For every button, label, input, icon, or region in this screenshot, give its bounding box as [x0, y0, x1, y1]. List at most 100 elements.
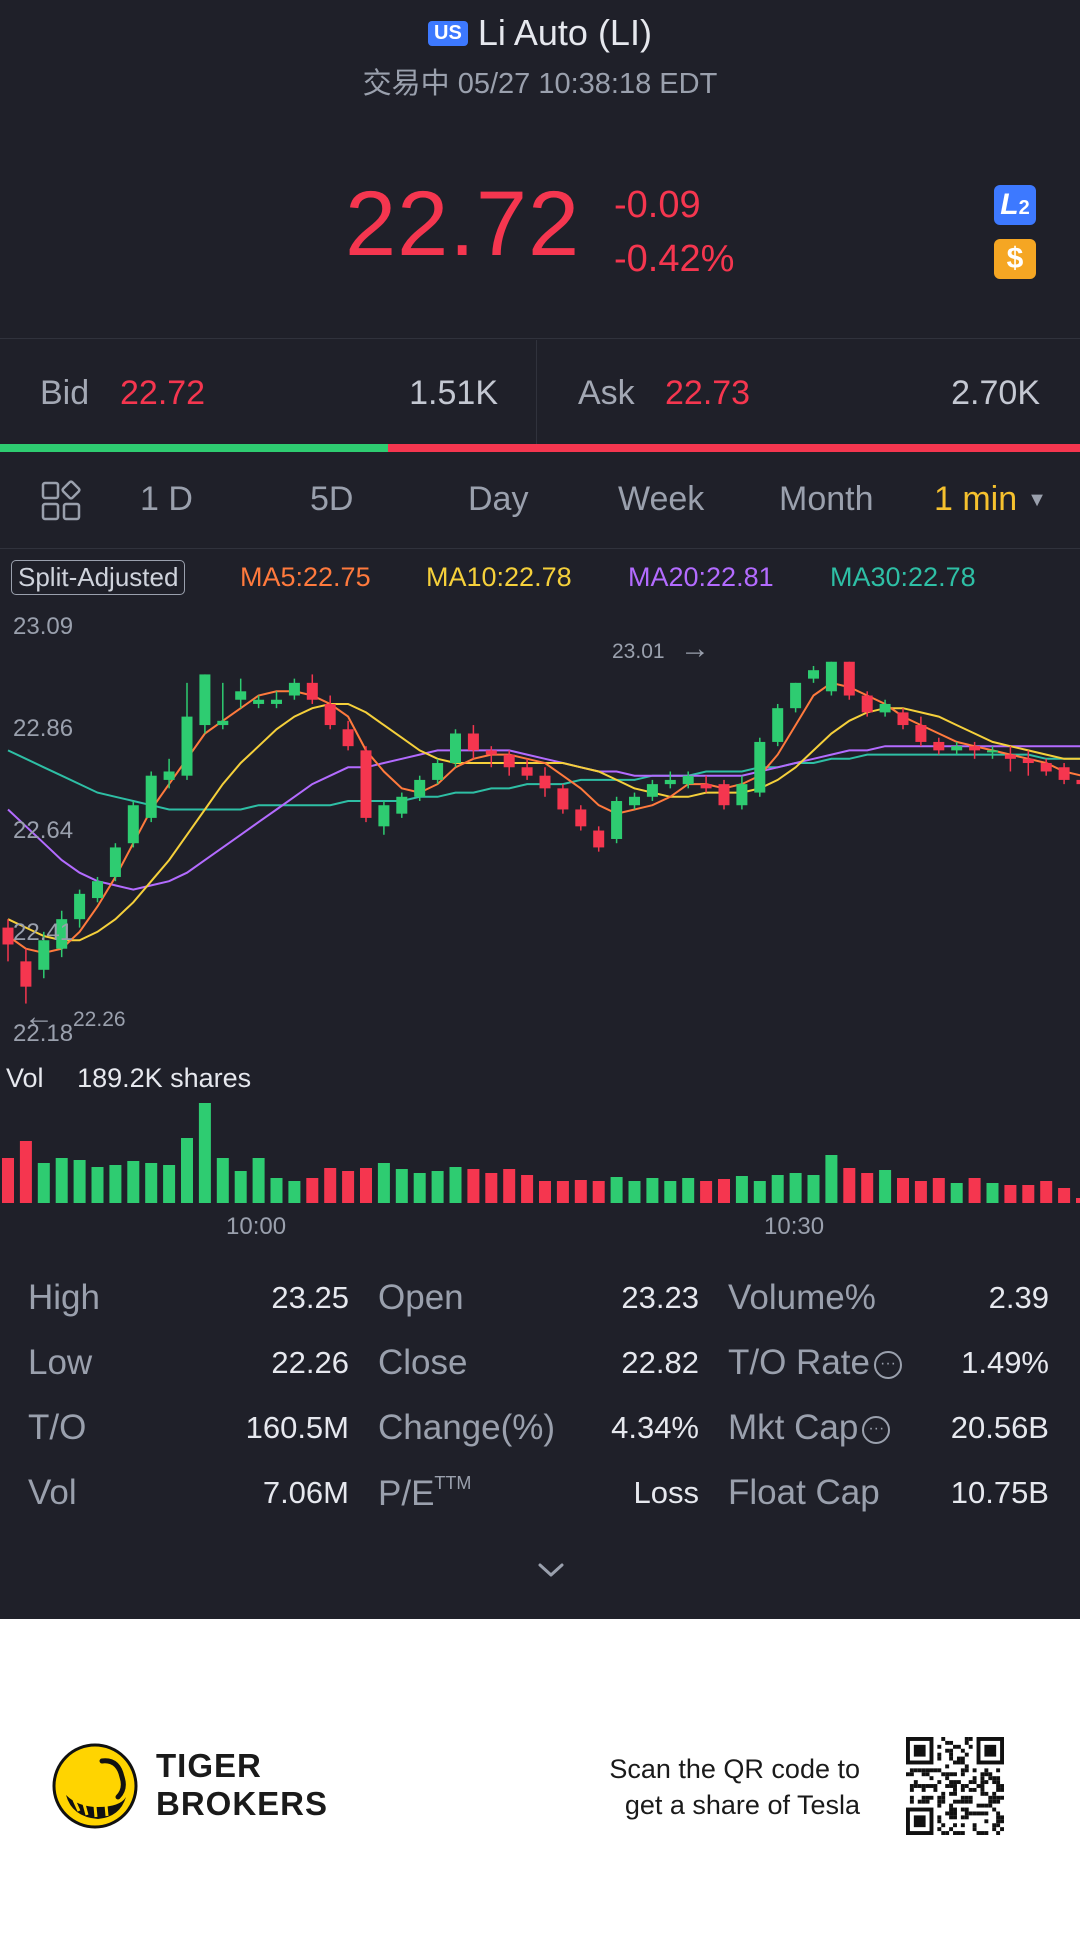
volume-bar — [574, 1180, 587, 1203]
tab-1-min-label: 1 min — [934, 480, 1018, 518]
volume-bar — [879, 1170, 892, 1203]
stock-name: Li Auto (LI) — [477, 12, 652, 53]
tab-day[interactable]: Day — [468, 480, 529, 518]
tab-month[interactable]: Month — [779, 480, 874, 518]
candle-body — [682, 775, 694, 785]
candle-body — [736, 784, 748, 806]
volume-bar — [932, 1178, 945, 1203]
ma30-value: MA30:22.78 — [830, 562, 976, 592]
candle-body — [217, 720, 229, 726]
volume-bar — [306, 1178, 319, 1203]
candle-body — [288, 682, 300, 696]
tab-5d[interactable]: 5D — [310, 480, 354, 518]
candle-body — [1040, 763, 1052, 772]
candle-body — [109, 847, 121, 877]
volume-bar — [753, 1181, 766, 1203]
candle-body — [521, 767, 533, 776]
last-price: 22.72 — [345, 173, 581, 275]
volume-chart — [2, 1103, 1080, 1203]
tiger-logo-icon — [52, 1743, 138, 1829]
candle-body — [861, 695, 873, 713]
volume-bar — [19, 1141, 32, 1203]
volume-bar — [467, 1169, 480, 1203]
grid-icon[interactable] — [40, 480, 82, 522]
trading-status: 交易中 05/27 10:38:18 EDT — [362, 68, 718, 100]
volume-bar — [503, 1169, 516, 1203]
volume-bar — [145, 1163, 158, 1203]
caret-down-icon: ▼ — [1027, 489, 1047, 511]
ma5-value: MA5:22.75 — [240, 562, 371, 592]
y-tick-label: 22.64 — [13, 817, 74, 844]
stat-value-turnover: 160.5M — [245, 1410, 349, 1445]
tab-1d[interactable]: 1 D — [140, 480, 193, 518]
chevron-down-icon[interactable] — [536, 1560, 566, 1580]
candlestick-chart[interactable] — [0, 600, 1080, 1040]
stat-label-to-rate: T/O Rate ··· — [728, 1343, 902, 1383]
change-percent: -0.42% — [614, 238, 735, 280]
candle-body — [306, 682, 318, 700]
brand-line: TIGER — [156, 1747, 262, 1784]
candle-body — [593, 830, 605, 848]
candle-body — [503, 754, 515, 768]
bid-size: 1.51K — [409, 374, 498, 412]
candle-body — [485, 750, 497, 755]
volume-bar — [610, 1177, 623, 1203]
candle-body — [772, 708, 784, 742]
candle-body — [253, 699, 265, 704]
candle-body — [718, 784, 730, 806]
bid-ask-divider — [536, 340, 537, 444]
stat-value-float-cap: 10.75B — [950, 1475, 1049, 1510]
dollar-icon[interactable]: $ — [994, 239, 1036, 279]
candle-body — [754, 741, 766, 793]
stat-value-high: 23.25 — [271, 1280, 349, 1315]
volume-bar — [592, 1181, 605, 1203]
arrow-left-icon: ← — [24, 1000, 54, 1033]
volume-bar — [556, 1181, 569, 1203]
tab-1-min[interactable]: 1 min ▼ — [934, 480, 1047, 519]
candle-body — [56, 919, 68, 949]
volume-bar — [1058, 1188, 1071, 1203]
bid-ask-panel: Bid 22.72 1.51K Ask 22.73 2.70K — [0, 338, 1080, 444]
candle-body — [808, 670, 819, 679]
stat-label-low: Low — [28, 1343, 93, 1382]
divider — [0, 338, 1080, 339]
volume-bar — [825, 1155, 838, 1203]
info-icon[interactable]: ··· — [862, 1416, 891, 1444]
candle-body — [414, 779, 426, 797]
stat-value-vol: 7.06M — [262, 1475, 349, 1510]
candle-body — [843, 661, 855, 696]
stat-label-turnover: T/O — [28, 1408, 87, 1447]
volume-bar — [1022, 1185, 1035, 1203]
ma5-line — [7, 681, 1080, 954]
candle-body — [539, 775, 551, 789]
stat-value-to-rate: 1.49% — [961, 1345, 1049, 1380]
stat-label-change-pct: Change(%) — [378, 1408, 556, 1447]
volume-bar — [807, 1175, 820, 1203]
x-tick-label: 10:00 — [226, 1213, 287, 1240]
candle-body — [74, 893, 86, 920]
candle-body — [145, 775, 157, 818]
stat-value-pe: Loss — [633, 1475, 699, 1510]
tab-week[interactable]: Week — [618, 480, 705, 518]
split-adjusted-button[interactable]: Split-Adjusted — [11, 560, 186, 595]
volume-bar — [682, 1178, 695, 1203]
promo-footer: TIGER BROKERS Scan the QR code to get a … — [0, 1619, 1080, 1950]
volume-bar — [198, 1103, 211, 1203]
stat-label-pe-text: P/E — [378, 1474, 435, 1513]
candle-body — [360, 750, 372, 818]
ask-label: Ask — [578, 374, 635, 412]
candle-body — [324, 703, 336, 726]
volume-bar — [861, 1173, 874, 1203]
stat-value-low: 22.26 — [271, 1345, 349, 1380]
candle-body — [1058, 767, 1070, 780]
stat-label-vol: Vol — [28, 1473, 77, 1512]
stat-label-pe-sup: TTM — [434, 1473, 472, 1493]
info-icon[interactable]: ··· — [873, 1351, 902, 1379]
candle-body — [378, 805, 390, 827]
stat-value-volume-pct: 2.39 — [988, 1280, 1049, 1315]
candle-body — [2, 927, 14, 945]
l2-icon[interactable]: L2 — [994, 185, 1036, 225]
volume-bar — [897, 1178, 909, 1203]
change-amount: -0.09 — [614, 184, 701, 226]
candle-body — [396, 796, 408, 814]
